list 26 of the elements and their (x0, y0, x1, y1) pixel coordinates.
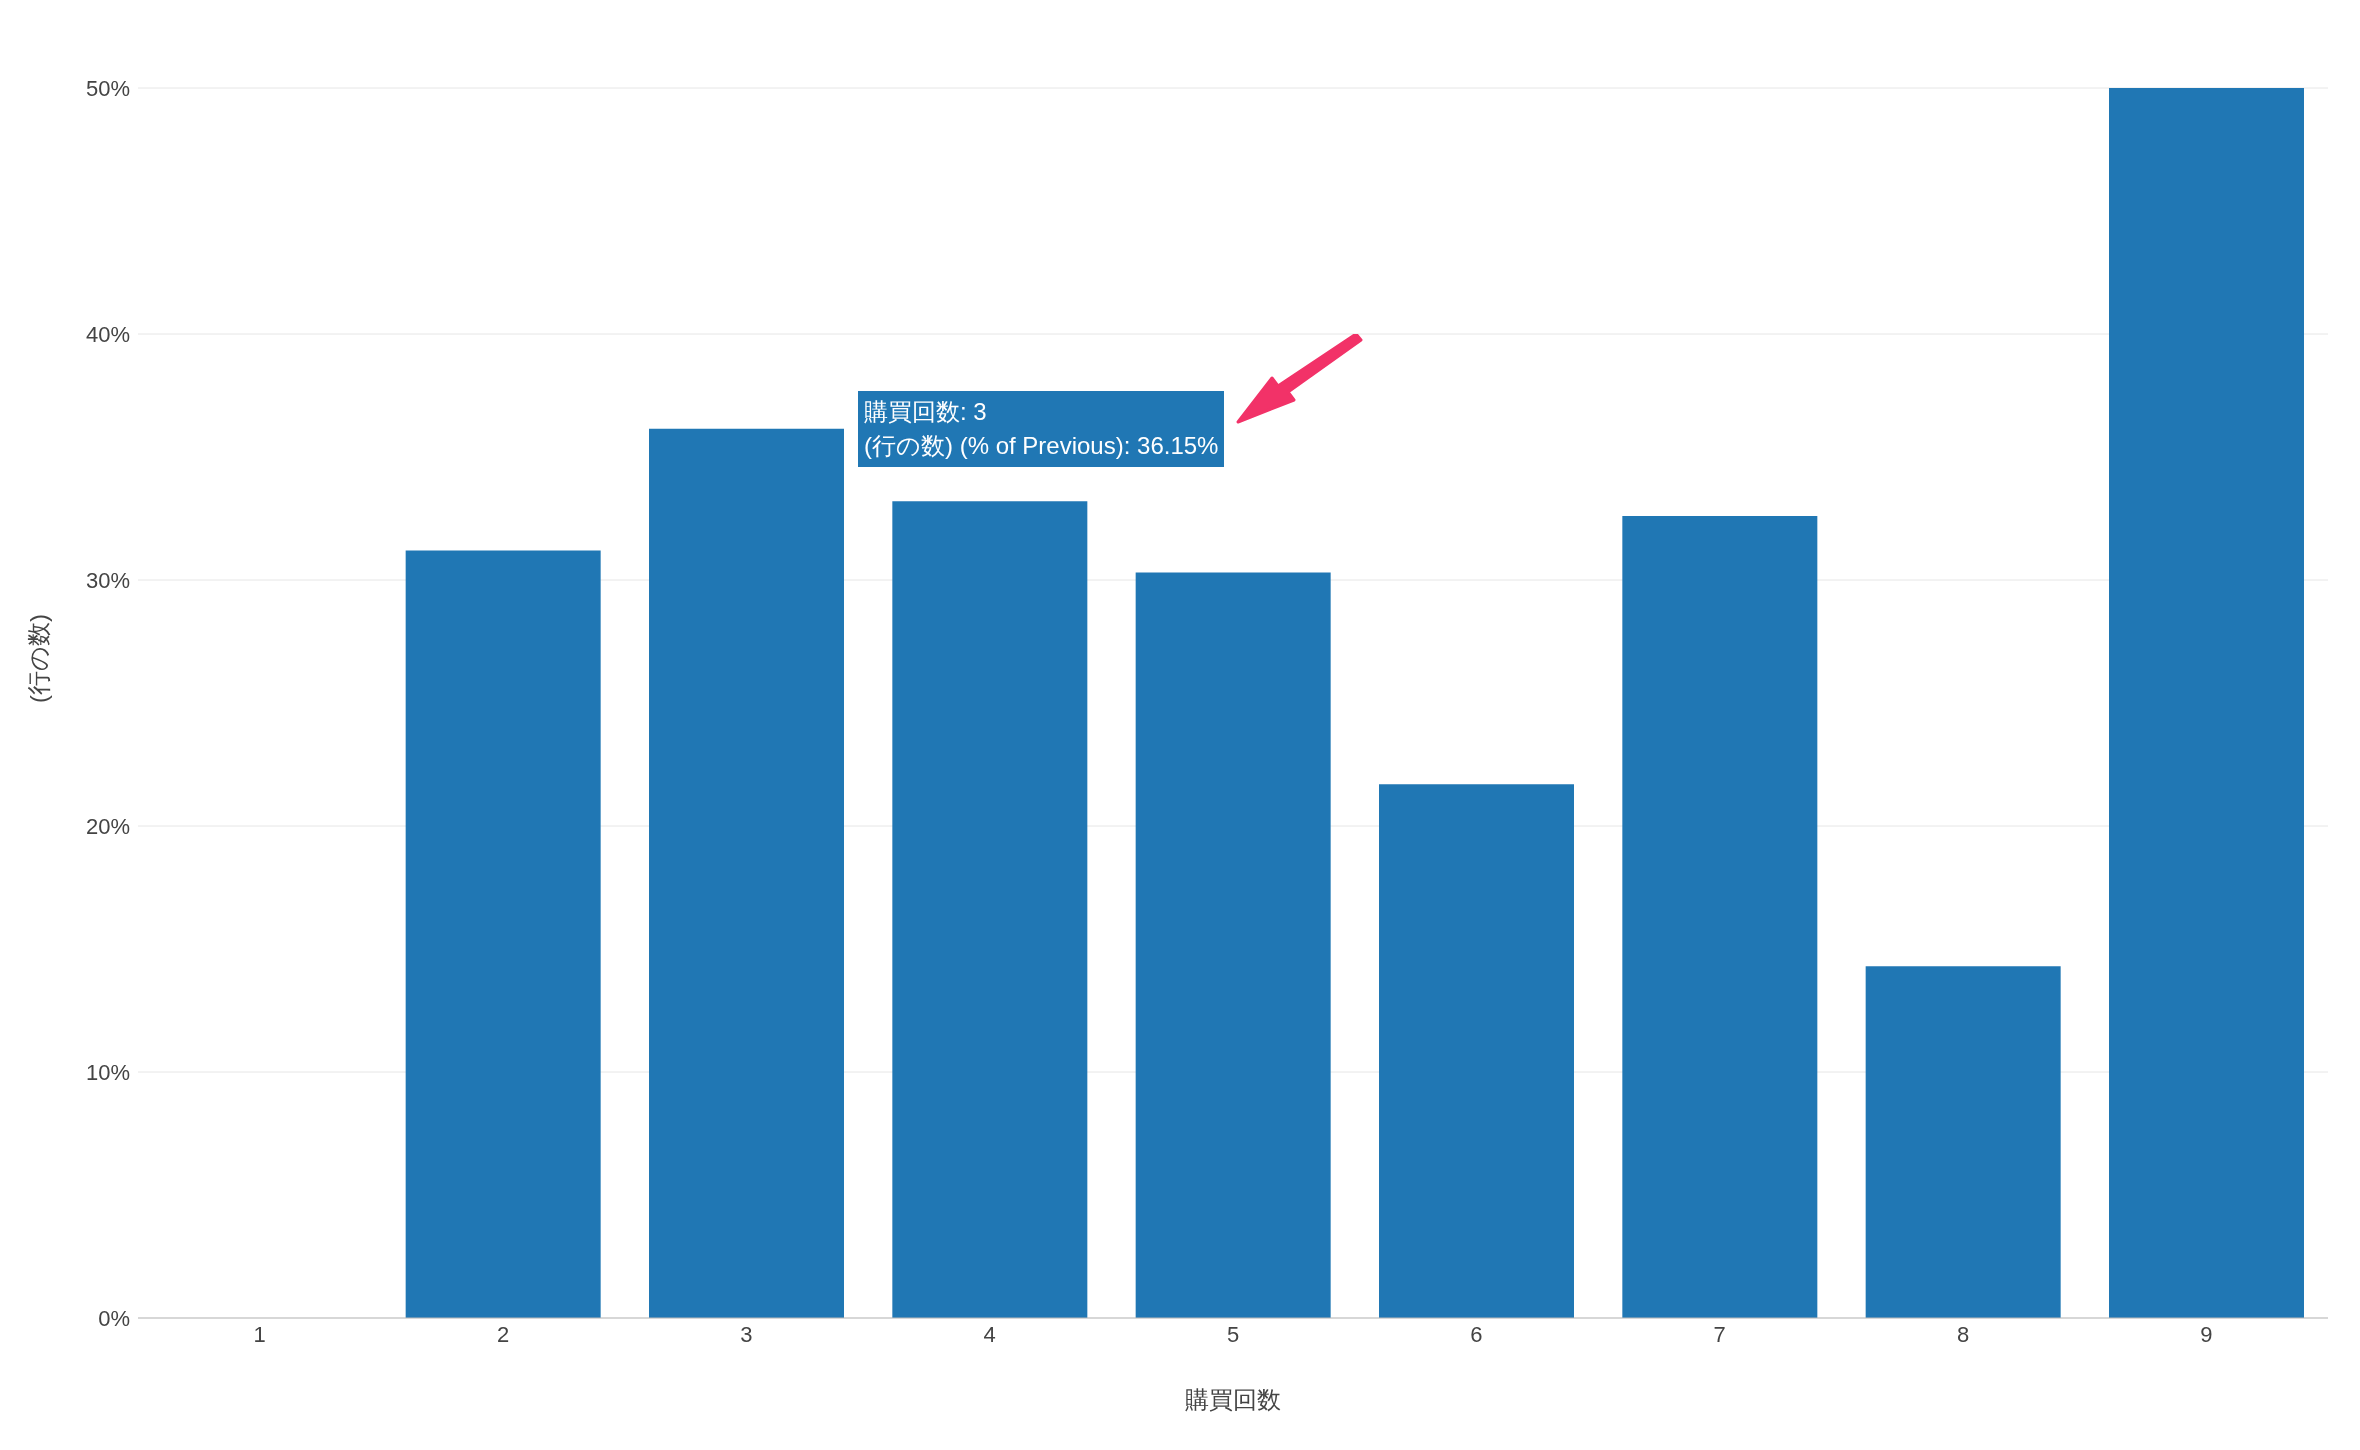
y-tick-label: 40% (85, 321, 130, 347)
annotation: 購買回数: 3 (行の数) (% of Previous): 36.15% (864, 397, 1219, 461)
bar (1865, 966, 2061, 1318)
x-tick-label: 4 (983, 1321, 996, 1347)
x-tick-label: 9 (2200, 1321, 2213, 1347)
bar (405, 550, 601, 1318)
y-tick-label: 0% (98, 1305, 130, 1331)
x-tick-label: 5 (1226, 1321, 1240, 1347)
bar (1622, 516, 1818, 1318)
x-tick-label: 6 (1470, 1321, 1483, 1347)
x-tick-label: 8 (1956, 1321, 1970, 1347)
bar (1379, 784, 1574, 1318)
bar (649, 428, 844, 1318)
bar (2109, 88, 2304, 1318)
y-axis-title: (行の数) (24, 614, 52, 703)
x-tick-label: 7 (1713, 1321, 1726, 1347)
bar (892, 501, 1088, 1318)
bar (1135, 572, 1331, 1318)
x-tick-label: 2 (496, 1321, 510, 1347)
x-tick-label: 1 (253, 1321, 266, 1347)
y-tick-label: 20% (85, 813, 130, 839)
y-tick-label: 10% (85, 1059, 130, 1085)
y-tick-label: 50% (85, 75, 130, 101)
y-tick-label: 30% (85, 567, 130, 593)
x-tick-label: 3 (740, 1321, 753, 1347)
x-axis-title: 購買回数 (1185, 1386, 1281, 1413)
